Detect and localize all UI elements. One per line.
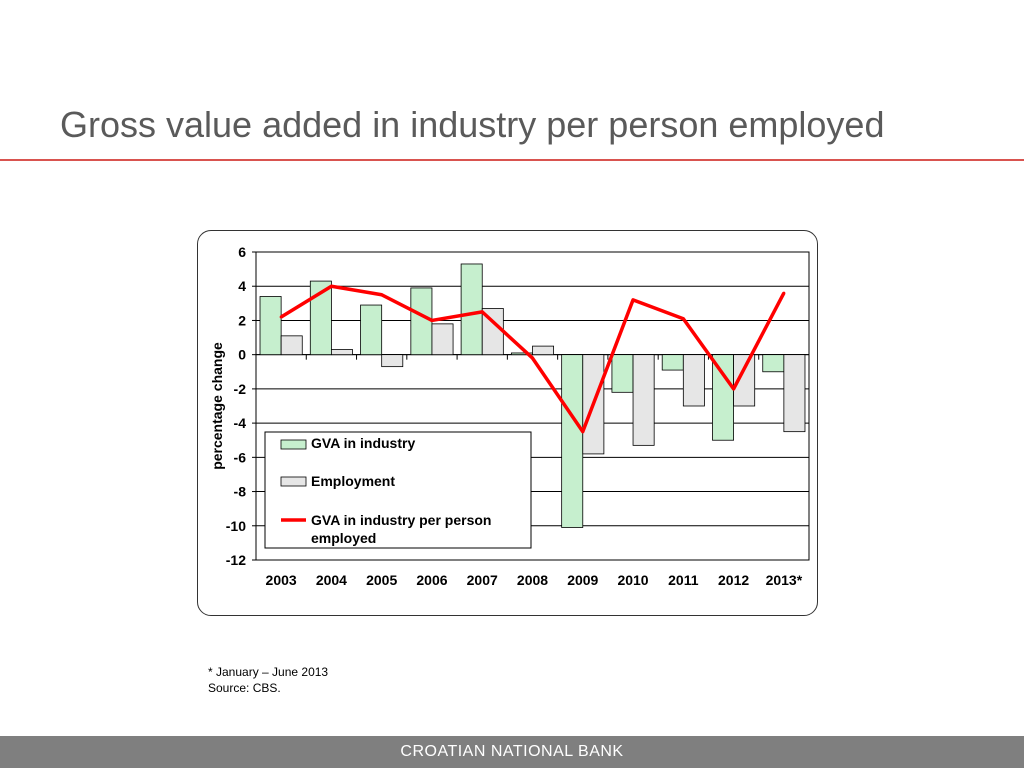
footnote: * January – June 2013 [208, 665, 329, 679]
gva-bar [712, 354, 734, 441]
employment-bar [381, 354, 404, 368]
gva-per-person-point [430, 318, 434, 322]
slide-title: Gross value added in industry per person… [60, 104, 885, 145]
x-tick-label: 2003 [266, 572, 297, 588]
y-tick-label: 0 [238, 347, 246, 363]
gva-per-person-point [329, 284, 333, 288]
employment-bar [632, 354, 655, 446]
employment-bar [431, 323, 454, 356]
employment-bar [331, 349, 353, 356]
gva-bar [259, 296, 282, 356]
title-divider [0, 159, 1024, 161]
y-tick-label: -2 [234, 381, 247, 397]
gva-per-person-point [531, 356, 534, 360]
legend-label-line-cont: employed [311, 530, 376, 546]
gva-per-person-point [279, 315, 283, 319]
x-tick-label: 2004 [316, 572, 347, 588]
chart: 6 4 2 0 -2 -4 -6 -8 -10 -12 2003 2004 2005 2006 2007 20… [209, 244, 810, 588]
gva-bar [611, 354, 634, 393]
x-tick-label: 2008 [517, 572, 548, 588]
employment-bar [783, 354, 806, 433]
source-note: Source: CBS. [208, 681, 281, 695]
legend-label-gva: GVA in industry [311, 435, 415, 451]
gva-bar [762, 354, 785, 373]
y-tick-label: -12 [226, 552, 246, 568]
x-tick-label: 2007 [467, 572, 498, 588]
gva-bar [360, 304, 383, 356]
y-tick-label: 4 [238, 278, 246, 294]
gva-bar [309, 280, 332, 356]
gva-bar [460, 263, 483, 356]
gva-bar [410, 287, 433, 356]
gva-per-person-point [732, 387, 736, 391]
employment-bar [682, 354, 705, 407]
employment-bar [280, 335, 303, 356]
chart-frame: 6 4 2 0 -2 -4 -6 -8 -10 -12 2003 2004 2005 2006 2007 20… [197, 230, 818, 616]
x-tick-label: 2013* [766, 572, 803, 588]
legend [264, 431, 532, 549]
y-tick-label: 2 [238, 312, 246, 328]
gva-per-person-point [480, 310, 484, 314]
y-tick-label: -10 [226, 518, 246, 534]
footer-brand: CROATIAN NATIONAL BANK [400, 743, 624, 760]
gva-bar [661, 354, 684, 371]
x-tick-label: 2010 [617, 572, 648, 588]
x-tick-label: 2009 [567, 572, 598, 588]
legend-label-line: GVA in industry per person [311, 512, 491, 528]
gva-per-person-point [380, 293, 384, 297]
gva-per-person-point [681, 317, 685, 321]
y-tick-label: 6 [238, 244, 246, 260]
y-tick-label: -8 [234, 484, 247, 500]
employment-bar [532, 345, 555, 356]
legend-swatch-gva [280, 439, 307, 450]
legend-label-employment: Employment [311, 473, 395, 489]
gva-bar [561, 354, 584, 528]
gva-per-person-point [631, 298, 635, 302]
y-axis-label: percentage change [209, 342, 225, 470]
legend-swatch-employment [280, 476, 307, 487]
x-tick-label: 2005 [366, 572, 397, 588]
y-tick-label: -6 [234, 449, 247, 465]
footer-bar: CROATIAN NATIONAL BANK [0, 736, 1024, 768]
x-tick-label: 2006 [416, 572, 447, 588]
footnote-block: * January – June 2013 Source: CBS. [208, 664, 328, 696]
y-tick-label: -4 [234, 415, 247, 431]
x-tick-label: 2012 [718, 572, 749, 588]
gva-per-person-point [581, 430, 585, 434]
plot-area [255, 251, 810, 561]
employment-bar [733, 354, 756, 407]
x-tick-label: 2011 [668, 572, 699, 588]
gva-per-person-point [782, 291, 786, 295]
